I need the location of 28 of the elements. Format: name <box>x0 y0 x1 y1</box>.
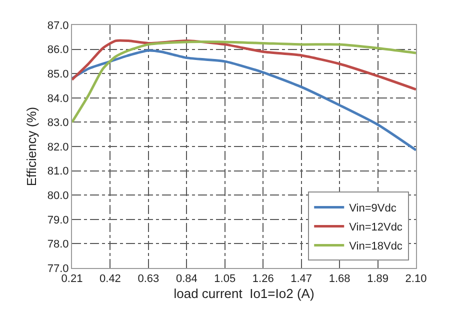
x-tick-label: 1.26 <box>252 273 274 286</box>
y-tick-label: 82.0 <box>47 141 69 154</box>
x-tick-label: 1.05 <box>214 273 236 286</box>
y-tick-label: 85.0 <box>47 68 69 80</box>
y-tick-label: 78.0 <box>47 238 69 251</box>
y-tick-label: 80.0 <box>47 190 69 202</box>
y-tick-label: 84.0 <box>47 92 69 105</box>
x-tick-label: 0.21 <box>61 273 83 286</box>
line-series <box>72 49 416 152</box>
y-tick-label: 81.0 <box>47 166 69 178</box>
x-tick-label: 1.89 <box>367 273 388 286</box>
legend-label: Vin=18Vdc <box>349 240 403 252</box>
x-tick-label: 0.84 <box>176 273 198 286</box>
legend-label: Vin=9Vdc <box>349 202 397 214</box>
y-axis-title: Efficiency (%) <box>24 106 39 186</box>
y-tick-label: 77.0 <box>47 262 69 275</box>
line-series <box>72 40 416 124</box>
y-tick-label: 83.0 <box>47 117 69 130</box>
legend-label: Vin=12Vdc <box>349 222 403 234</box>
y-tick-label: 79.0 <box>47 214 69 226</box>
x-tick-label: 0.63 <box>138 273 160 286</box>
x-tick-label: 0.42 <box>100 273 121 286</box>
y-tick-label: 87.0 <box>47 20 69 32</box>
x-tick-label: 1.47 <box>290 273 312 286</box>
x-tick-label: 2.10 <box>405 273 427 286</box>
x-tick-label: 1.68 <box>328 273 350 286</box>
y-tick-label: 86.0 <box>47 44 69 56</box>
x-axis-title: load current Io1=Io2 (A) <box>174 286 314 301</box>
